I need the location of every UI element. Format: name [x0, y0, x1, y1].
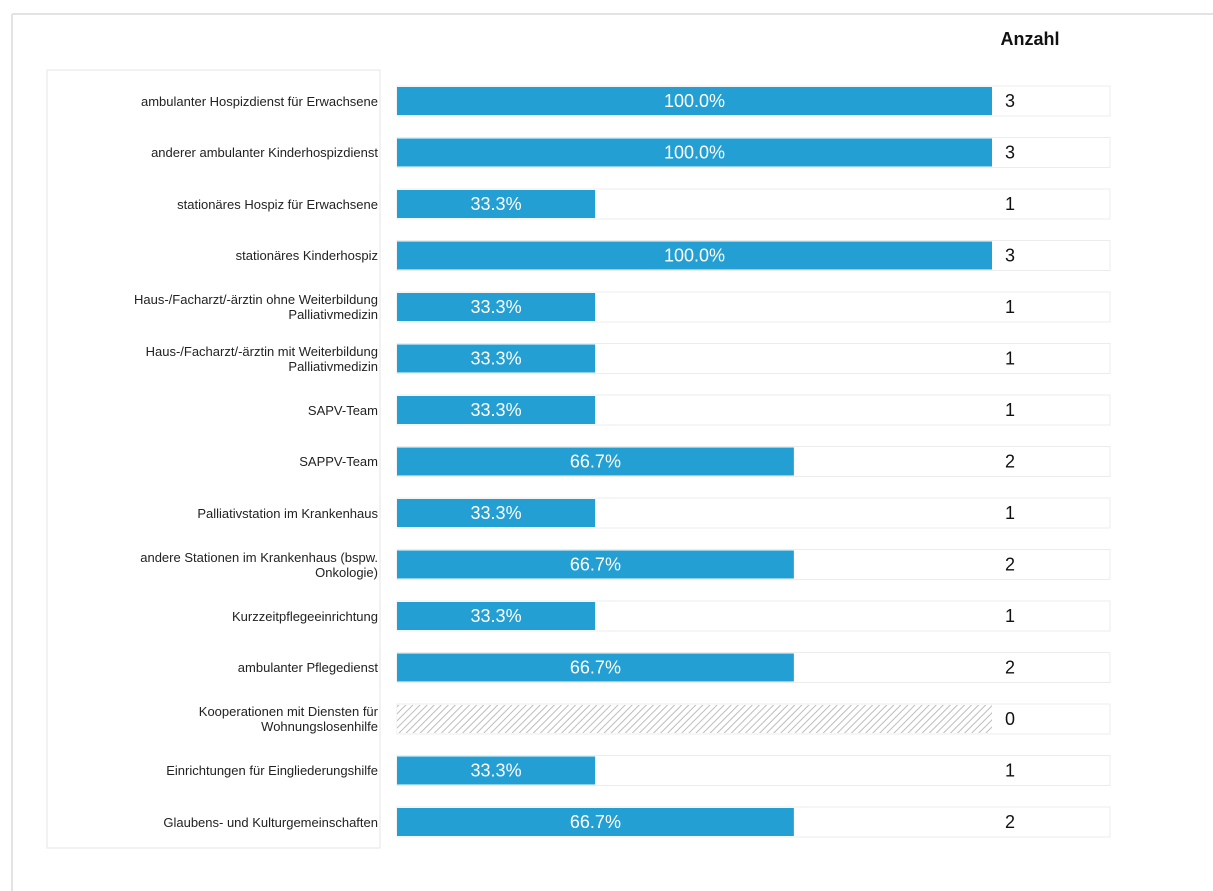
category-label-box: Palliativstation im Krankenhaus [60, 493, 378, 533]
category-label-box: ambulanter Pflegedienst [60, 648, 378, 688]
bar-value-label: 33.3% [471, 503, 522, 523]
bar-value-label: 66.7% [570, 451, 621, 471]
category-label: ambulanter Pflegedienst [237, 660, 378, 675]
bar-value-label: 33.3% [471, 606, 522, 626]
category-label: andere Stationen im Krankenhaus (bspw. O… [140, 549, 378, 580]
bar-value-label: 33.3% [471, 760, 522, 780]
category-label-box: anderer ambulanter Kinderhospizdienst [60, 133, 378, 173]
count-label: 3 [1005, 142, 1015, 162]
category-label: Kooperationen mit Diensten für Wohnungsl… [198, 704, 378, 734]
category-label-box: SAPPV-Team [60, 442, 378, 482]
category-label: Haus-/Facharzt/-ärztin ohne Weiterbildun… [134, 292, 378, 322]
bar [397, 550, 794, 579]
bar [397, 190, 596, 218]
bar-value-label: 100.0% [664, 142, 725, 162]
category-label: SAPPV-Team [299, 454, 378, 469]
bar [397, 499, 596, 527]
category-label-box: SAPV-Team [60, 390, 378, 430]
count-label: 2 [1005, 657, 1015, 677]
category-label-box: stationäres Kinderhospiz [60, 236, 378, 276]
label-panel [46, 69, 381, 849]
category-label: Palliativstation im Krankenhaus [197, 505, 378, 521]
bar-value-label: 66.7% [570, 812, 621, 832]
category-label-box: Kooperationen mit Diensten für Wohnungsl… [60, 699, 378, 739]
bar-value-label: 33.3% [471, 348, 522, 368]
count-label: 3 [1005, 245, 1015, 265]
bar [397, 602, 596, 630]
category-label: Glaubens- und Kulturgemeinschaften [163, 814, 378, 830]
category-label: Einrichtungen für Eingliederungshilfe [166, 763, 378, 778]
category-label-box: andere Stationen im Krankenhaus (bspw. O… [60, 545, 378, 585]
bar [397, 241, 992, 270]
count-label: 1 [1005, 606, 1015, 626]
category-label: anderer ambulanter Kinderhospizdienst [151, 145, 378, 160]
count-label: 2 [1005, 812, 1015, 832]
category-label: Haus-/Facharzt/-ärztin mit Weiterbildung… [145, 343, 378, 374]
bar [397, 756, 596, 785]
bar-value-label: 33.3% [471, 400, 522, 420]
category-label: SAPV-Team [307, 402, 378, 418]
bar [397, 87, 992, 115]
bar-value-label: 100.0% [664, 91, 725, 111]
category-label-box: ambulanter Hospizdienst für Erwachsene [60, 81, 378, 121]
category-label-box: Kurzzeitpflegeeinrichtung [60, 596, 378, 636]
category-label: Kurzzeitpflegeeinrichtung [232, 608, 378, 624]
bar [397, 138, 992, 167]
bar [397, 344, 596, 373]
category-label: stationäres Hospiz für Erwachsene [177, 196, 378, 212]
bar [397, 808, 794, 836]
category-label-box: Haus-/Facharzt/-ärztin mit Weiterbildung… [60, 339, 378, 379]
bar-value-label: 33.3% [471, 297, 522, 317]
bar-value-label: 33.3% [471, 194, 522, 214]
bar [397, 447, 794, 476]
bar-value-label: 66.7% [570, 657, 621, 677]
bar-value-label: 66.7% [570, 554, 621, 574]
count-label: 3 [1005, 91, 1015, 111]
count-label: 2 [1005, 451, 1015, 471]
category-label-box: Haus-/Facharzt/-ärztin ohne Weiterbildun… [60, 287, 378, 327]
bar-value-label: 100.0% [664, 245, 725, 265]
category-label: ambulanter Hospizdienst für Erwachsene [140, 93, 378, 109]
bar [397, 293, 596, 321]
count-label: 1 [1005, 297, 1015, 317]
bar [397, 653, 794, 682]
count-label: 1 [1005, 760, 1015, 780]
count-label: 1 [1005, 400, 1015, 420]
count-label: 0 [1005, 709, 1015, 729]
category-label: stationäres Kinderhospiz [235, 248, 378, 263]
no-response-pattern [397, 705, 992, 733]
count-header: Anzahl [1000, 29, 1059, 49]
count-label: 1 [1005, 503, 1015, 523]
count-label: 1 [1005, 194, 1015, 214]
category-label-box: stationäres Hospiz für Erwachsene [60, 184, 378, 224]
bar [397, 396, 596, 424]
category-label-box: Einrichtungen für Eingliederungshilfe [60, 751, 378, 791]
count-label: 1 [1005, 348, 1015, 368]
category-label-box: Glaubens- und Kulturgemeinschaften [60, 802, 378, 842]
count-label: 2 [1005, 554, 1015, 574]
